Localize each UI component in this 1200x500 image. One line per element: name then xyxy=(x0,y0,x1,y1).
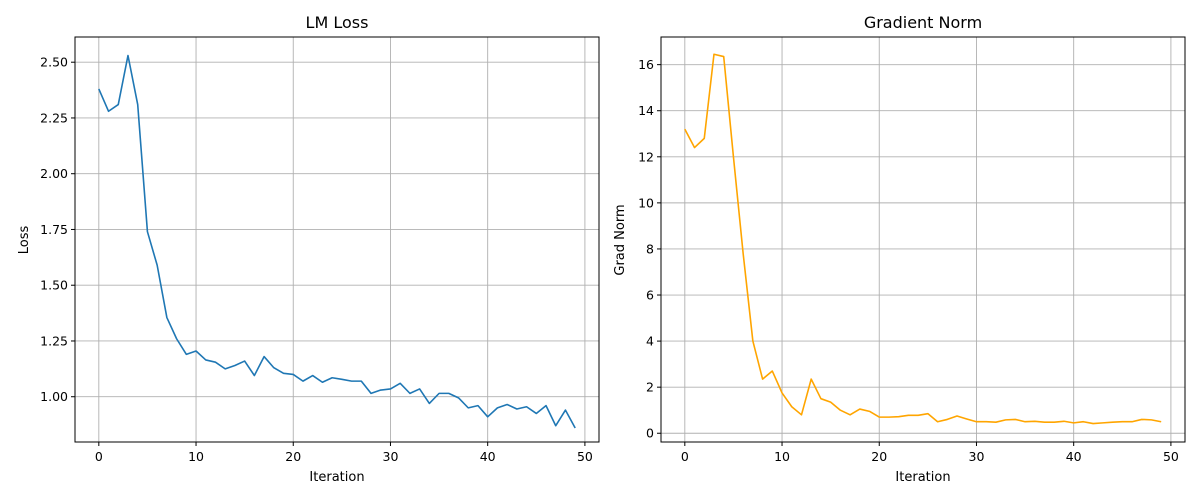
x-ticks: 0 10 20 30 40 50 xyxy=(681,442,1179,464)
chart-title: LM Loss xyxy=(306,13,369,32)
x-tick-label: 20 xyxy=(871,449,887,464)
x-tick-label: 10 xyxy=(774,449,790,464)
grid-lines xyxy=(75,37,599,442)
y-tick-label: 2 xyxy=(646,380,654,395)
y-tick-label: 12 xyxy=(638,149,654,164)
x-tick-label: 30 xyxy=(969,449,985,464)
y-tick-label: 0 xyxy=(646,426,654,441)
y-tick-label: 1.75 xyxy=(40,222,68,237)
x-tick-label: 0 xyxy=(681,449,689,464)
grid-lines xyxy=(661,37,1185,442)
x-axis-label: Iteration xyxy=(895,470,950,485)
x-tick-label: 50 xyxy=(577,449,593,464)
x-tick-label: 30 xyxy=(383,449,399,464)
x-tick-label: 40 xyxy=(1066,449,1082,464)
y-ticks: 1.00 1.25 1.50 1.75 2.00 2.25 2.50 xyxy=(40,55,75,404)
x-tick-label: 40 xyxy=(480,449,496,464)
x-tick-label: 20 xyxy=(285,449,301,464)
y-tick-label: 2.25 xyxy=(40,110,68,125)
series-layer xyxy=(684,53,1162,425)
y-tick-label: 16 xyxy=(638,57,654,72)
x-tick-label: 10 xyxy=(188,449,204,464)
y-axis-label: Loss xyxy=(17,226,32,255)
y-tick-label: 6 xyxy=(646,288,654,303)
y-axis-label: Grad Norm xyxy=(613,204,628,275)
y-tick-label: 14 xyxy=(638,103,654,118)
y-tick-label: 2.00 xyxy=(40,166,68,181)
x-axis-label: Iteration xyxy=(309,470,364,485)
y-tick-label: 8 xyxy=(646,241,654,256)
y-tick-label: 4 xyxy=(646,334,654,349)
series-layer xyxy=(98,54,576,429)
y-tick-label: 1.00 xyxy=(40,389,68,404)
chart-title: Gradient Norm xyxy=(864,13,982,32)
y-tick-label: 10 xyxy=(638,195,654,210)
series-line xyxy=(684,53,1162,425)
y-tick-label: 1.50 xyxy=(40,278,68,293)
x-ticks: 0 10 20 30 40 50 xyxy=(95,442,593,464)
y-tick-label: 1.25 xyxy=(40,333,68,348)
x-tick-label: 50 xyxy=(1163,449,1179,464)
y-ticks: 0 2 4 6 8 10 12 14 16 xyxy=(638,57,661,441)
axes-frame xyxy=(660,36,1186,443)
y-tick-label: 2.50 xyxy=(40,55,68,70)
series-line xyxy=(98,54,576,429)
x-tick-label: 0 xyxy=(95,449,103,464)
chart-lm-loss: 0 10 20 30 40 50 1.00 1.25 1.50 1.75 2.00 2.25 2.50… xyxy=(17,13,600,485)
axes-frame xyxy=(74,36,600,443)
